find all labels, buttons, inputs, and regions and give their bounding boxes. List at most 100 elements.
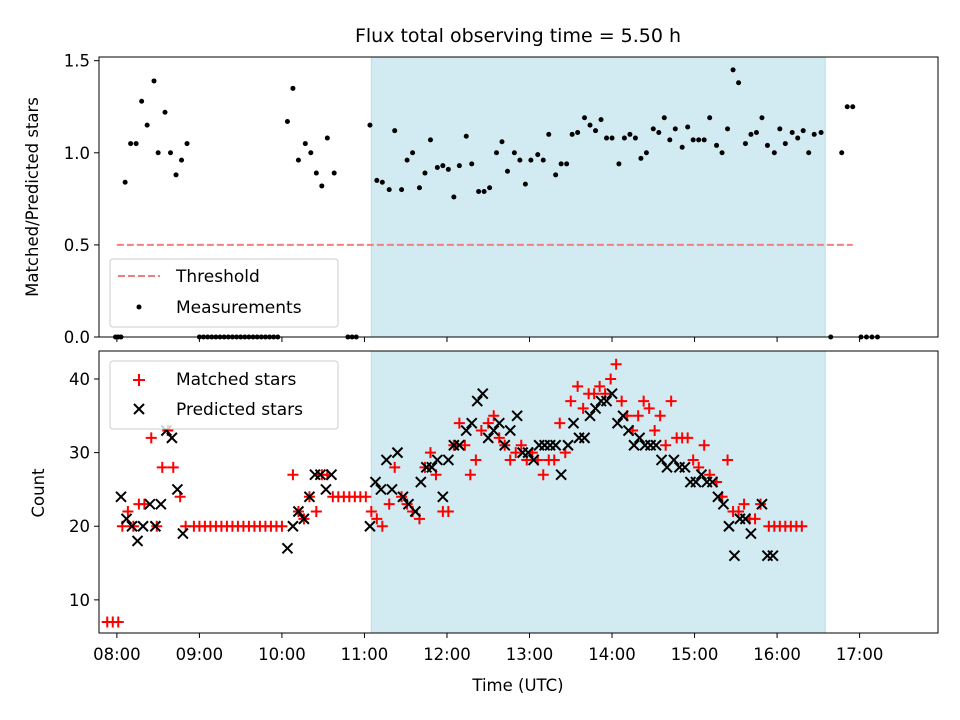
measurement-point	[679, 144, 685, 150]
measurement-point	[331, 170, 337, 176]
matched-stars-point	[577, 402, 589, 414]
measurement-point	[632, 135, 638, 141]
matched-stars-point	[383, 498, 395, 510]
predicted-stars-point	[562, 439, 574, 451]
bottom-panel-marks	[101, 358, 808, 628]
measurement-point	[575, 130, 581, 136]
predicted-stars-point	[499, 439, 511, 451]
x-tick-label: 13:00	[506, 645, 554, 664]
predicted-stars-point	[166, 432, 178, 444]
measurement-point	[719, 150, 725, 156]
bottom-y-axis-label: Count	[29, 468, 48, 518]
measurement-point	[139, 98, 145, 104]
predicted-stars-point	[149, 520, 162, 532]
measurement-point	[850, 104, 856, 110]
measurement-point	[582, 115, 588, 121]
measurement-point	[392, 128, 398, 134]
measurement-point	[493, 150, 499, 156]
matched-stars-point	[510, 447, 522, 459]
measurement-point	[313, 170, 319, 176]
measurement-point	[522, 181, 528, 187]
measurement-point	[476, 188, 482, 194]
measurement-point	[558, 161, 564, 167]
predicted-stars-point	[745, 527, 757, 540]
measurement-point	[593, 128, 599, 134]
measurement-point	[553, 172, 559, 178]
measurement-point	[463, 133, 469, 139]
matched-stars-point	[493, 432, 505, 444]
matched-stars-point	[488, 410, 500, 422]
predicted-stars-point	[767, 549, 779, 562]
measurement-point	[499, 139, 505, 145]
measurement-point	[818, 130, 824, 136]
legend-measurements-swatch	[136, 304, 142, 310]
legend-matched-label: Matched stars	[176, 370, 296, 390]
matched-stars-point	[660, 439, 672, 451]
predicted-stars-point	[600, 395, 613, 407]
measurement-point	[782, 141, 788, 147]
measurement-point	[151, 78, 157, 84]
predicted-stars-point	[298, 513, 310, 525]
predicted-stars-point	[482, 432, 494, 444]
predicted-stars-point	[426, 461, 438, 474]
measurement-point	[128, 141, 134, 147]
predicted-stars-point	[397, 491, 409, 503]
predicted-stars-point	[325, 468, 338, 481]
x-tick-label: 08:00	[93, 645, 141, 664]
measurement-point	[690, 137, 696, 143]
measurement-point	[440, 163, 446, 169]
predicted-stars-point	[706, 476, 719, 488]
y-tick-label: 30	[69, 444, 90, 463]
predicted-stars-point	[453, 439, 466, 451]
predicted-stars-point	[679, 461, 691, 474]
measurement-point	[535, 152, 541, 158]
predicted-stars-point	[555, 468, 567, 481]
measurement-point	[546, 131, 552, 137]
predicted-stars-point	[380, 454, 393, 466]
predicted-stars-point	[177, 527, 189, 540]
measurement-point	[404, 157, 410, 163]
y-tick-label: 40	[69, 370, 90, 389]
measurement-point	[416, 185, 422, 191]
matched-stars-point	[515, 439, 527, 451]
top-panel: 0.0 0.5 1.0 1.5 Matched/Predicted stars Thr…	[23, 52, 939, 347]
bottom-legend: Matched stars Predicted stars	[109, 360, 339, 430]
predicted-stars-point	[471, 395, 483, 407]
measurement-point	[184, 141, 190, 147]
top-shaded-interval	[370, 56, 826, 338]
x-tick-label: 12:00	[423, 645, 471, 664]
matched-stars-point	[733, 506, 745, 518]
measurement-point	[302, 141, 308, 147]
predicted-stars-point	[611, 417, 624, 429]
measurement-point	[427, 137, 433, 143]
predicted-stars-point	[320, 483, 332, 496]
predicted-stars-point	[292, 505, 305, 518]
x-axis-label: Time (UTC)	[471, 676, 563, 695]
x-tick-label: 10:00	[258, 645, 306, 664]
matched-stars-point	[537, 469, 549, 481]
matched-stars-point	[572, 380, 584, 392]
chart-title: Flux total observing time = 5.50 h	[355, 25, 681, 47]
matched-stars-point	[638, 395, 650, 407]
x-tick-label: 11:00	[341, 645, 389, 664]
measurement-point	[179, 157, 185, 163]
bottom-panel: 10 20 30 40 08:00 09:00 10:00 11:00 12:00 13:00 1…	[29, 350, 939, 695]
measurement-point	[284, 118, 290, 124]
matched-stars-point	[796, 520, 808, 532]
bottom-y-axis: 10 20 30 40	[69, 370, 99, 610]
measurement-point	[701, 137, 707, 143]
predicted-stars-point	[655, 454, 668, 466]
predicted-stars-point	[369, 476, 382, 488]
predicted-stars-point	[375, 483, 387, 496]
legend-predicted-label: Predicted stars	[176, 400, 303, 420]
matched-stars-point	[138, 498, 150, 510]
predicted-stars-point	[281, 542, 294, 555]
predicted-stars-point	[728, 549, 741, 562]
measurement-point	[162, 109, 168, 115]
top-x-tick-marks	[116, 337, 861, 342]
measurement-point	[844, 104, 850, 110]
predicted-stars-point	[578, 432, 591, 444]
y-tick-label: 1.0	[64, 144, 90, 163]
matched-stars-point	[632, 410, 644, 422]
top-legend: Threshold Measurements	[109, 258, 339, 328]
